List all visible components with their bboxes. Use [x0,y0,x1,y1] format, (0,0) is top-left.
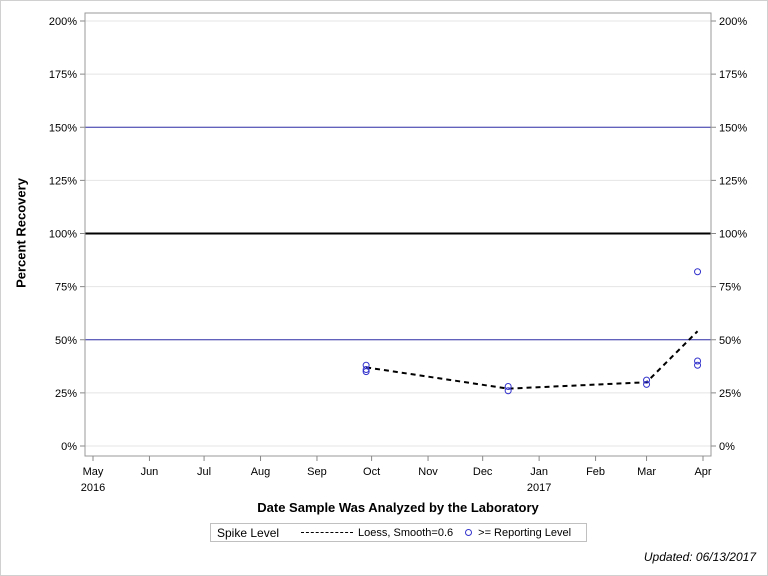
y-tick-label-right: 100% [719,229,747,241]
y-tick-label-right: 50% [719,335,741,347]
x-tick-year: 2016 [81,482,105,494]
data-point [504,383,512,390]
x-tick-label: Nov [418,466,438,478]
y-tick-label-right: 25% [719,388,741,400]
x-tick-label: Sep [307,466,327,478]
x-axis-label: Date Sample Was Analyzed by the Laborato… [257,500,539,515]
x-tick-label: Jul [197,466,211,478]
x-tick-label: Mar [637,466,656,478]
x-tick-year: 2017 [527,482,551,494]
y-tick-label-right: 125% [719,175,747,187]
legend-entry-reporting: >= Reporting Level [478,526,572,539]
data-point [694,357,702,365]
x-tick-label: Oct [363,466,380,478]
x-tick-label: Aug [251,466,271,478]
legend-entry-loess: Loess, Smooth=0.6 [358,526,454,539]
y-tick-label: 125% [49,175,77,187]
data-point [504,387,512,395]
x-tick-label: May [83,466,104,478]
y-tick-label: 25% [55,388,77,400]
data-point [362,366,370,373]
x-tick-label: Jun [141,466,159,478]
y-tick-label: 0% [61,441,77,453]
data-point [694,361,702,369]
y-tick-label-right: 0% [719,441,735,453]
dashed-line-icon [301,532,354,533]
y-tick-label-right: 175% [719,69,747,81]
data-point [643,376,651,384]
data-point [643,380,651,388]
y-tick-label: 175% [49,69,77,81]
x-tick-label: Jan [530,466,548,478]
updated-timestamp: Updated: 06/13/2017 [643,550,756,564]
data-point [362,368,370,376]
y-tick-label: 50% [55,335,77,347]
circle-marker-icon [465,529,473,536]
y-tick-label-right: 75% [719,282,741,294]
y-axis-label: Percent Recovery [13,178,29,288]
x-tick-label: Apr [694,466,711,478]
plot-frame [84,12,712,457]
legend-title: Spike Level [217,525,280,540]
data-point [694,268,702,276]
x-tick-label: Feb [586,466,605,478]
y-tick-label-right: 200% [719,16,747,28]
y-tick-label: 150% [49,122,77,134]
legend: Spike Level Loess, Smooth=0.6 >= Reporti… [210,523,587,542]
y-tick-label-right: 150% [719,122,747,134]
y-tick-label: 100% [49,229,77,241]
x-tick-label: Dec [473,466,493,478]
y-tick-label: 75% [55,282,77,294]
loess-line [365,330,699,390]
y-tick-label: 200% [49,16,77,28]
